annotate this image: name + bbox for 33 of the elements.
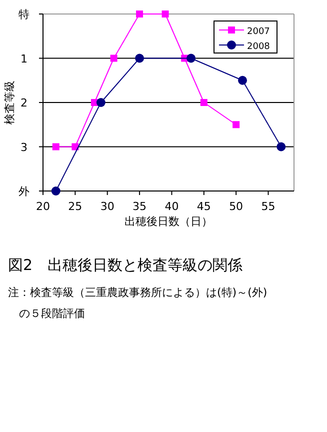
- point: [232, 121, 240, 128]
- point: [136, 10, 144, 18]
- x-tick-label: 20: [36, 200, 50, 213]
- text: 図2 出穂後日数と検査等級の関係: [8, 256, 243, 274]
- legend-label: 2007: [247, 27, 270, 37]
- point: [186, 54, 196, 63]
- text: の５段階評価: [8, 307, 85, 320]
- x-tick-label: 50: [229, 200, 244, 213]
- x-tick-label: 35: [132, 200, 147, 213]
- point: [238, 76, 248, 85]
- point: [110, 54, 118, 62]
- y-tick-label: 外: [18, 185, 30, 198]
- point: [96, 98, 106, 107]
- y-tick-label: 1: [20, 52, 28, 66]
- point: [200, 99, 208, 106]
- y-tick-label: 3: [20, 140, 28, 154]
- text: 注：検査等級（三重農政事務所による）は(特)～(外): [8, 286, 268, 299]
- point: [135, 54, 144, 63]
- x-tick-label: 25: [68, 200, 82, 213]
- x-tick-label: 45: [196, 200, 211, 213]
- point: [162, 10, 169, 18]
- x-tick-label: 55: [261, 200, 276, 213]
- x-tick-label: 30: [100, 200, 114, 213]
- y-tick-label: 特: [18, 8, 30, 21]
- point: [52, 143, 60, 150]
- x-axis-title: 出穂後日数（日）: [124, 215, 212, 228]
- legend-label: 2008: [247, 42, 270, 52]
- point: [72, 143, 79, 150]
- y-tick-label: 2: [20, 96, 28, 110]
- point: [276, 142, 286, 152]
- y-axis-title: 検査等級: [3, 80, 16, 124]
- point: [51, 186, 60, 196]
- x-tick-label: 40: [164, 200, 179, 213]
